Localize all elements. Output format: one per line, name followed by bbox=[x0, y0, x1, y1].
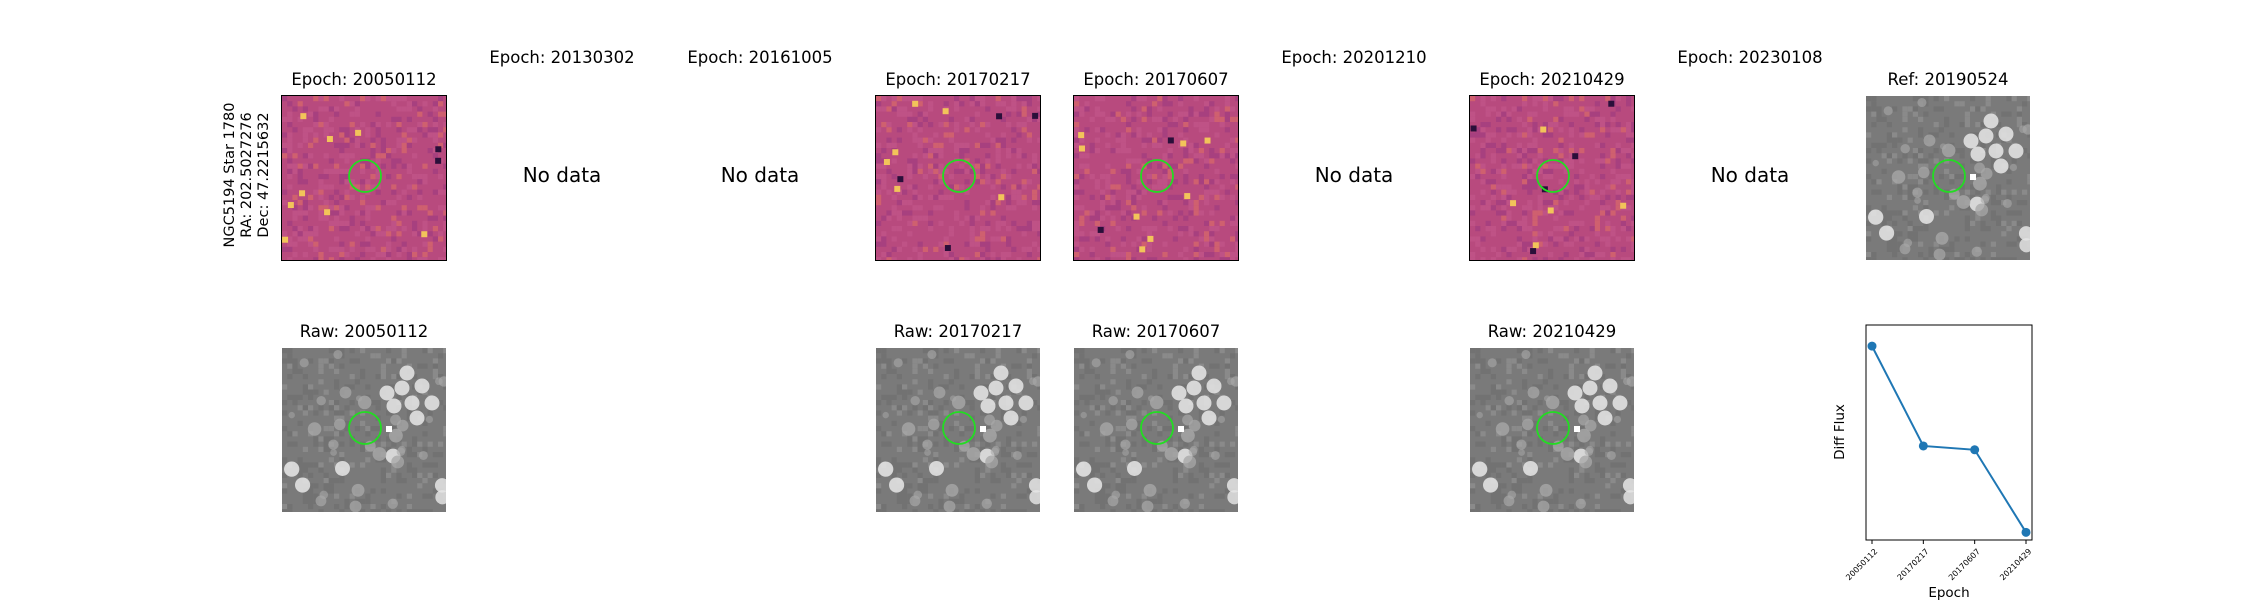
object-name: NGC5194 Star 1780 bbox=[222, 102, 238, 248]
aperture-circle bbox=[1140, 159, 1174, 193]
object-dec: Dec: 47.2215632 bbox=[256, 112, 272, 238]
top-title-6: Epoch: 20201210 bbox=[1281, 48, 1427, 67]
aperture-circle bbox=[1140, 411, 1174, 445]
diff-image-20170607 bbox=[1073, 95, 1239, 261]
x-tick-label: 20210429 bbox=[1998, 547, 2033, 582]
light-curve-chart: 20050112 20170217 20170607 20210429 Epoch D… bbox=[1832, 324, 2033, 600]
top-title-7: Epoch: 20210429 bbox=[1479, 70, 1625, 89]
aperture-circle bbox=[1932, 159, 1966, 193]
data-point-20210429 bbox=[2021, 527, 2031, 537]
diff-image-20050112 bbox=[281, 95, 447, 261]
diff-image-20170217 bbox=[875, 95, 1041, 261]
x-tick-label: 20170217 bbox=[1896, 547, 1931, 582]
raw-title-3: Raw: 20170607 bbox=[1091, 322, 1221, 341]
raw-title-1: Raw: 20050112 bbox=[299, 322, 429, 341]
raw-image-20170217 bbox=[875, 347, 1041, 513]
aperture-circle bbox=[348, 411, 382, 445]
diff-image-20210429 bbox=[1469, 95, 1635, 261]
x-tick-label: 20050112 bbox=[1844, 547, 1879, 582]
x-tick-label: 20170607 bbox=[1947, 547, 1982, 582]
data-point-20050112 bbox=[1867, 341, 1877, 351]
no-data-20130302: No data bbox=[522, 163, 602, 187]
no-data-20161005: No data bbox=[720, 163, 800, 187]
aperture-circle bbox=[1536, 159, 1570, 193]
aperture-circle bbox=[1536, 411, 1570, 445]
raw-image-20170607 bbox=[1073, 347, 1239, 513]
raw-image-20210429 bbox=[1469, 347, 1635, 513]
raw-image-20050112 bbox=[281, 347, 447, 513]
top-title-4: Epoch: 20170217 bbox=[885, 70, 1031, 89]
aperture-circle bbox=[942, 411, 976, 445]
y-axis-label: Diff Flux bbox=[1832, 404, 1848, 460]
data-point-20170607 bbox=[1970, 445, 1980, 455]
aperture-circle bbox=[942, 159, 976, 193]
series-line bbox=[1871, 345, 2027, 533]
data-point-20170217 bbox=[1918, 441, 1928, 451]
plot-frame bbox=[1865, 324, 2033, 541]
raw-title-4: Raw: 20210429 bbox=[1487, 322, 1617, 341]
top-title-1: Epoch: 20050112 bbox=[291, 70, 437, 89]
top-title-5: Epoch: 20170607 bbox=[1083, 70, 1229, 89]
series-points bbox=[1867, 341, 2031, 537]
object-label: NGC5194 Star 1780 RA: 202.5027276 Dec: 4… bbox=[222, 95, 272, 255]
reference-image-20190524 bbox=[1865, 95, 2031, 261]
x-axis-label: Epoch bbox=[1928, 585, 1969, 600]
no-data-20201210: No data bbox=[1314, 163, 1394, 187]
x-ticks: 20050112 20170217 20170607 20210429 bbox=[1844, 540, 2033, 582]
raw-title-2: Raw: 20170217 bbox=[893, 322, 1023, 341]
aperture-circle bbox=[348, 159, 382, 193]
no-data-20230108: No data bbox=[1710, 163, 1790, 187]
top-title-9: Ref: 20190524 bbox=[1887, 70, 2009, 89]
object-ra: RA: 202.5027276 bbox=[239, 112, 255, 238]
top-title-8: Epoch: 20230108 bbox=[1677, 48, 1823, 67]
top-title-2: Epoch: 20130302 bbox=[489, 48, 635, 67]
top-title-3: Epoch: 20161005 bbox=[687, 48, 833, 67]
